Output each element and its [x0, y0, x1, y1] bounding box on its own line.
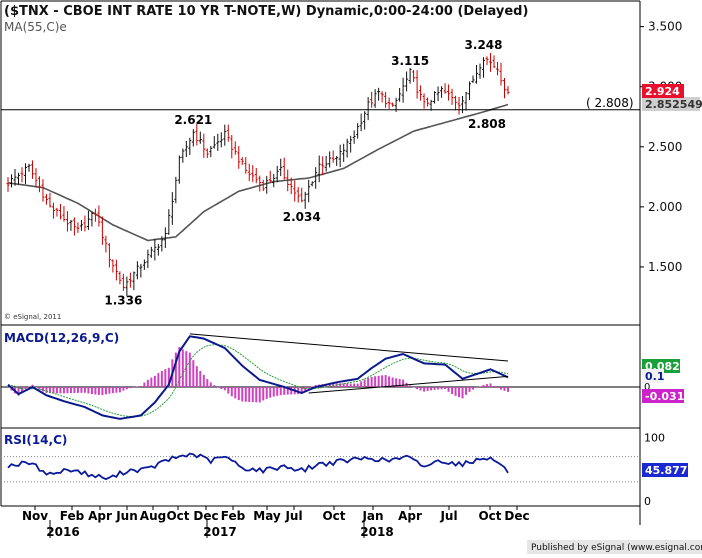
price-ytick-label: 3.500	[648, 20, 682, 34]
publisher-bar	[527, 540, 702, 554]
price-annotation: 3.248	[465, 38, 503, 52]
rsi-group: 100 0	[1, 432, 665, 508]
x-tick-label: Aug	[140, 509, 166, 523]
x-tick-label: Dec	[504, 509, 529, 523]
last-price-badge-bg	[642, 84, 684, 98]
ma-line-group	[7, 103, 509, 242]
price-annotation: 2.808	[468, 117, 506, 131]
x-tick-label: Apr	[398, 509, 422, 523]
rsi-line	[7, 452, 509, 481]
macd-signal-line	[7, 344, 509, 417]
rsi-title: RSI(14,C)	[4, 433, 67, 447]
macd-title: MACD(12,26,9,C)	[4, 331, 119, 345]
rsi-value-badge-bg	[642, 463, 688, 477]
rsi-ytick-label: 0	[644, 495, 651, 508]
price-ytick-label: 1.500	[648, 260, 682, 274]
macd-signal-badge-bg	[642, 369, 664, 383]
last-price-badge: 2.924	[645, 85, 680, 98]
ma-value-badge-bg	[642, 97, 700, 111]
chart-title: ($TNX - CBOE INT RATE 10 YR T-NOTE,W) Dy…	[4, 4, 528, 19]
x-tick-label: Oct	[478, 509, 501, 523]
macd-zero-label: 0	[644, 382, 650, 393]
x-tick-label: Feb	[60, 509, 85, 523]
x-tick-label: Feb	[221, 509, 246, 523]
macd-hist-badge-bg	[642, 389, 684, 403]
x-tick-label: Jul	[439, 509, 457, 523]
x-tick-label: Dec	[193, 509, 218, 523]
price-ytick-label: 2.500	[648, 140, 682, 154]
ma-line	[7, 103, 509, 242]
macd-line	[7, 335, 509, 420]
x-tick-label: Apr	[88, 509, 112, 523]
price-annotation: 3.115	[391, 54, 429, 68]
macd-group: 0	[1, 333, 650, 420]
annotations-group: 1.336 2.621 2.034 3.115 3.248 2.808	[104, 38, 506, 308]
price-annotation: 2.034	[283, 210, 321, 224]
x-axis-group: Nov Feb Apr Jun Aug Oct Dec Feb May Jul Oct Jan Apr J…	[22, 506, 530, 539]
year-label: 2018	[360, 525, 393, 539]
candles-group	[6, 52, 510, 296]
price-ytick-label: 2.000	[648, 200, 682, 214]
x-tick-label: Jul	[284, 509, 302, 523]
ma-value-badge: 2.852549	[645, 98, 702, 111]
support-line-group: ( 2.808)	[1, 96, 640, 111]
x-tick-label: Jan	[361, 509, 383, 523]
price-annotation: 2.621	[174, 113, 212, 127]
macd-signal-badge: 0.1	[645, 370, 665, 383]
watermark: © eSignal, 2011	[4, 313, 61, 321]
publisher-text: Published by eSignal (www.esignal.com)	[531, 543, 702, 553]
x-tick-label: Nov	[22, 509, 48, 523]
macd-hist-badge: -0.031	[645, 390, 684, 403]
x-tick-label: Oct	[322, 509, 345, 523]
ma-legend: MA(55,C)e	[4, 20, 67, 34]
macd-trendline	[189, 333, 509, 362]
rsi-value-badge: 45.877	[645, 464, 687, 477]
macd-trendline	[308, 375, 509, 394]
support-line-label: ( 2.808)	[586, 96, 634, 110]
x-tick-label: May	[253, 509, 281, 523]
year-label: 2016	[46, 525, 79, 539]
price-annotation: 1.336	[104, 294, 142, 308]
x-tick-label: Oct	[166, 509, 189, 523]
x-tick-label: Jun	[115, 509, 138, 523]
rsi-ytick-label: 100	[644, 432, 665, 445]
year-label: 2017	[203, 525, 236, 539]
